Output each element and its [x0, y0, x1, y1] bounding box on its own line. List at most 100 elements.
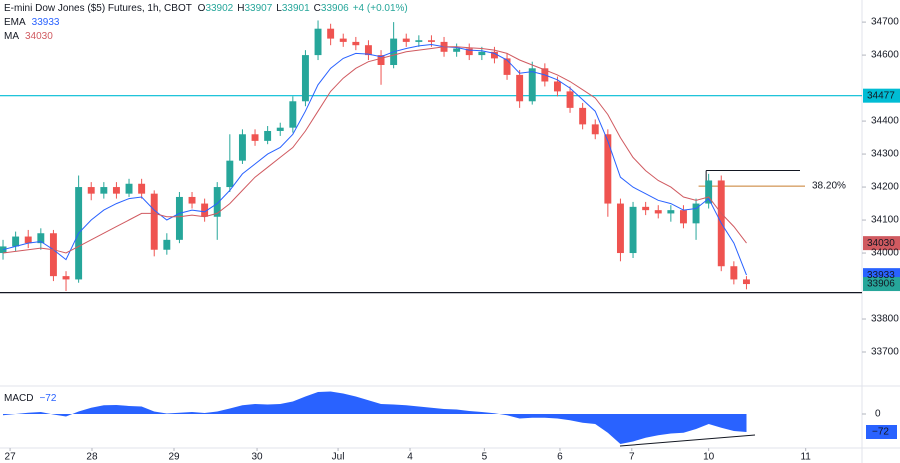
candle-body — [24, 236, 32, 244]
macd-badge-label: −72 — [872, 427, 889, 438]
x-tick-label: 28 — [86, 452, 98, 463]
candle-body — [188, 196, 196, 204]
overlay-line — [2, 43, 747, 276]
x-tick-label: 7 — [629, 452, 635, 463]
candle-body — [591, 124, 599, 135]
macd-legend: MACD −72 — [4, 393, 57, 404]
y-tick-label: 34100 — [871, 215, 899, 226]
quote-key: O — [198, 3, 206, 14]
macd-area — [3, 391, 747, 444]
candle-body — [238, 134, 246, 161]
candle-body — [427, 40, 435, 42]
legend-name: EMA — [4, 17, 26, 28]
candle-body — [163, 239, 171, 250]
candle-body — [692, 203, 700, 224]
chart-title: E-mini Dow Jones ($5) Futures, 1h, CBOT — [4, 3, 192, 14]
candle-body — [553, 81, 561, 92]
overlay-badge-label: 34030 — [867, 238, 895, 249]
x-tick-label: Jul — [332, 452, 345, 463]
candle-body — [264, 130, 272, 141]
candle-body — [37, 233, 45, 244]
overlay-badge-label: 33933 — [867, 270, 895, 281]
candle-body — [276, 127, 284, 131]
quote-value: 33901 — [282, 3, 310, 14]
candle-body — [642, 206, 650, 211]
candle-body — [100, 187, 108, 194]
candle-body — [201, 203, 209, 217]
x-tick-label: 11 — [800, 452, 811, 463]
legend-name: MACD — [4, 393, 33, 404]
candle-body — [339, 38, 347, 42]
candle-body — [251, 134, 259, 141]
candle-body — [667, 210, 675, 214]
candle-body — [654, 210, 662, 214]
plot — [0, 20, 900, 451]
y-tick-label: 33800 — [871, 314, 899, 325]
candle-body — [604, 134, 612, 204]
candle-body — [352, 41, 360, 46]
candle-body — [314, 28, 322, 56]
quote-value: 33902 — [205, 3, 233, 14]
y-tick-label: 34200 — [871, 182, 899, 193]
level-badge — [863, 88, 900, 103]
candle-body — [138, 183, 146, 194]
x-tick-label: 6 — [557, 452, 563, 463]
candle-body — [327, 28, 335, 39]
candle-body — [528, 68, 536, 102]
legend-entry: MA 34030 — [4, 31, 53, 42]
y-tick-label: 34000 — [871, 248, 899, 259]
header: E-mini Dow Jones ($5) Futures, 1h, CBOT O… — [4, 3, 408, 14]
candle-body — [213, 187, 221, 217]
macd-trendline — [619, 434, 756, 447]
legend-name: MA — [4, 31, 19, 42]
quote: O33902 H33907 L33901 C33906 — [198, 3, 349, 14]
candle-body — [377, 55, 385, 65]
candle-body — [402, 38, 410, 42]
candle-body — [503, 58, 511, 75]
candle-body — [490, 51, 498, 59]
legend: EMA 33933 MA 34030 MACD −72 — [4, 17, 60, 404]
candle-body — [478, 51, 486, 56]
y-tick-label: 34300 — [871, 149, 899, 160]
x-tick-label: 29 — [168, 452, 180, 463]
candle-body — [679, 210, 687, 224]
level-badge-label: 34477 — [867, 90, 895, 101]
legend-value: 34030 — [25, 31, 53, 42]
candle-body — [62, 276, 70, 280]
macd-badge — [866, 425, 897, 439]
candle-body — [49, 233, 57, 277]
x-tick-label: 4 — [407, 452, 413, 463]
overlay-line — [2, 46, 747, 254]
legend-entry: EMA 33933 — [4, 17, 60, 28]
candle-body — [301, 55, 309, 102]
y-tick-label: 34400 — [871, 116, 899, 127]
y-tick-label: 34600 — [871, 50, 899, 61]
candle-body — [125, 183, 133, 194]
candle-body — [289, 101, 297, 128]
x-tick-label: 10 — [703, 452, 715, 463]
candle-body — [566, 91, 574, 108]
candle-body — [629, 206, 637, 254]
price-badge-label: 33906 — [867, 279, 895, 290]
quote-value: 33907 — [244, 3, 272, 14]
quote-key: C — [314, 3, 321, 14]
overlay-badge — [863, 236, 900, 251]
x-tick-label: 27 — [5, 452, 17, 463]
candle-body — [579, 107, 587, 125]
candle-body — [150, 193, 158, 250]
candle-body — [364, 45, 372, 56]
quote-value: 33906 — [321, 3, 349, 14]
fib-label: 38.20% — [812, 181, 846, 192]
candle-body — [12, 236, 20, 247]
candle-body — [175, 196, 183, 240]
legend-value: 33933 — [32, 17, 60, 28]
candle-body — [516, 74, 524, 102]
candle-body — [705, 180, 713, 204]
candle-body — [742, 279, 750, 285]
x-tick-label: 30 — [251, 452, 263, 463]
y-tick-label: 34700 — [871, 17, 899, 28]
x-tick-label: 5 — [482, 452, 488, 463]
quote-key: H — [237, 3, 244, 14]
candle-body — [87, 187, 95, 194]
